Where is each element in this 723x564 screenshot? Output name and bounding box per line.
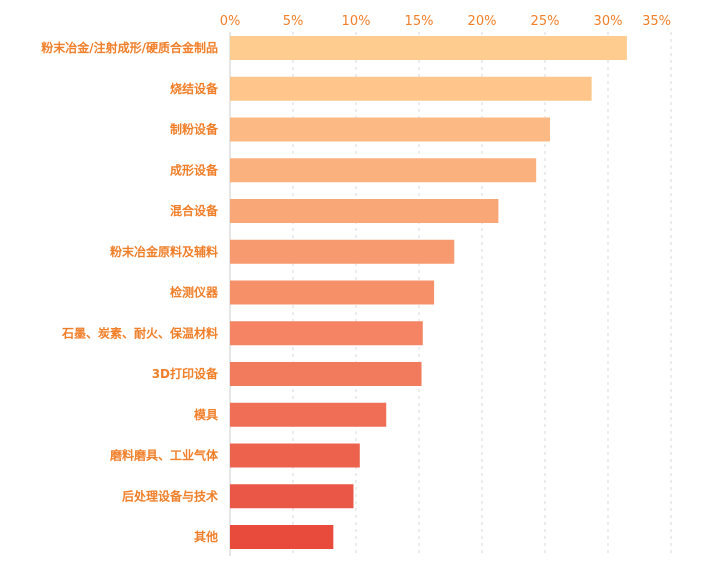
bar — [230, 239, 455, 264]
category-label: 后处理设备与技术 — [122, 488, 218, 503]
x-tick-label: 20% — [468, 14, 497, 29]
bar — [230, 525, 334, 549]
category-label: 其他 — [194, 529, 218, 544]
category-label: 粉末冶金/注射成形/硬质合金制品 — [41, 40, 218, 55]
x-tick-label: 30% — [594, 14, 623, 29]
bar — [230, 76, 592, 101]
category-label: 烧结设备 — [170, 81, 219, 96]
bar — [230, 158, 537, 183]
bar — [230, 199, 499, 223]
category-label: 检测仪器 — [170, 285, 219, 300]
category-label: 3D打印设备 — [152, 366, 219, 381]
category-label: 粉末冶金原料及辅料 — [110, 244, 218, 259]
bar — [230, 321, 423, 346]
bar — [230, 36, 627, 60]
category-label: 成形设备 — [170, 162, 219, 177]
x-tick-label: 10% — [342, 14, 371, 29]
bar — [230, 484, 354, 509]
x-tick-label: 15% — [405, 14, 434, 29]
category-label: 制粉设备 — [170, 122, 219, 137]
category-label: 混合设备 — [170, 203, 219, 218]
category-labels: 粉末冶金/注射成形/硬质合金制品烧结设备制粉设备成形设备混合设备粉末冶金原料及辅… — [41, 40, 219, 544]
bar — [230, 117, 551, 142]
x-tick-label: 35% — [642, 14, 671, 29]
bar — [230, 443, 360, 468]
bar — [230, 362, 422, 386]
x-tick-label: 0% — [220, 14, 241, 29]
bar — [230, 280, 435, 305]
x-tick-label: 5% — [283, 14, 304, 29]
bar — [230, 402, 387, 427]
category-label: 磨料磨具、工业气体 — [109, 448, 219, 463]
category-label: 模具 — [194, 407, 218, 422]
x-axis-ticks: 0% 5% 10% 15% 20% 25% 30% 35% — [220, 14, 671, 29]
category-label: 石墨、炭素、耐火、保温材料 — [61, 325, 218, 340]
x-tick-label: 25% — [531, 14, 560, 29]
bars — [230, 36, 627, 549]
